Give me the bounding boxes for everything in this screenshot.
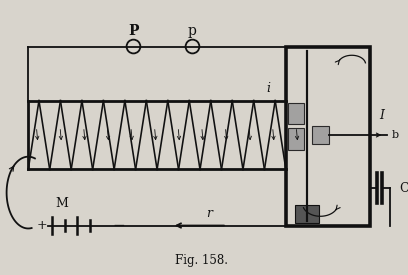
Bar xyxy=(288,103,304,124)
Text: +: + xyxy=(37,219,47,232)
Bar xyxy=(288,128,304,150)
Bar xyxy=(286,46,370,225)
Text: −: − xyxy=(112,219,125,233)
Bar xyxy=(312,126,329,144)
Text: I: I xyxy=(379,109,384,122)
Text: b: b xyxy=(392,130,399,140)
Text: P: P xyxy=(128,24,139,38)
Text: p: p xyxy=(188,24,197,38)
Text: M: M xyxy=(55,197,68,210)
Text: C: C xyxy=(399,182,408,195)
Text: Fig. 158.: Fig. 158. xyxy=(175,254,228,267)
Text: i: i xyxy=(266,82,270,95)
Bar xyxy=(295,205,319,222)
Text: r: r xyxy=(206,207,212,220)
